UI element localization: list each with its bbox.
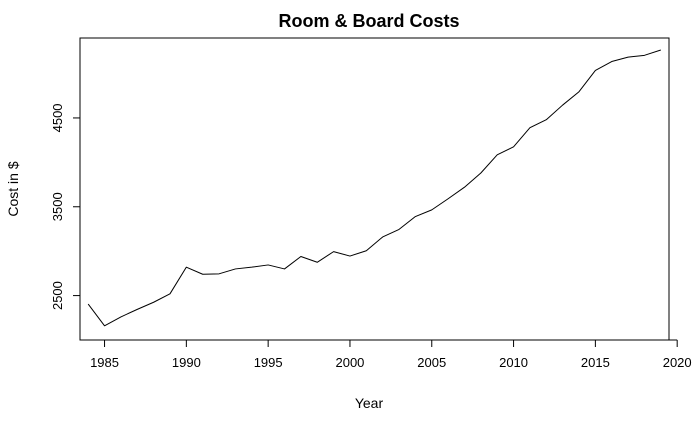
data-point [627, 56, 630, 59]
data-point [545, 118, 548, 121]
data-point [136, 308, 139, 311]
series-layer [87, 48, 662, 327]
data-point [365, 249, 368, 252]
x-tick-label: 2000 [335, 355, 364, 370]
data-point [283, 267, 286, 270]
data-point [398, 228, 401, 231]
data-point [234, 267, 237, 270]
data-point [218, 272, 221, 275]
data-point [381, 235, 384, 238]
data-point [447, 197, 450, 200]
y-axis-label: Cost in $ [5, 161, 21, 216]
data-point [659, 48, 662, 51]
y-tick-label: 4500 [50, 103, 65, 132]
x-tick-label: 2015 [581, 355, 610, 370]
data-point [119, 315, 122, 318]
data-point [414, 215, 417, 218]
data-point [643, 54, 646, 57]
x-tick-label: 1990 [172, 355, 201, 370]
y-axis: 2500 3500 4500 [50, 103, 81, 310]
data-point [250, 266, 253, 269]
data-point [512, 145, 515, 148]
data-point [201, 273, 204, 276]
y-tick-label: 2500 [50, 281, 65, 310]
x-axis-label: Year [355, 395, 384, 411]
data-point [185, 266, 188, 269]
data-point [168, 292, 171, 295]
data-point [463, 186, 466, 189]
data-point [316, 261, 319, 264]
x-tick-label: 2005 [417, 355, 446, 370]
data-point [348, 255, 351, 258]
data-point [299, 255, 302, 258]
chart-title: Room & Board Costs [278, 11, 459, 31]
data-point [610, 60, 613, 63]
data-point [103, 324, 106, 327]
x-tick-label: 2010 [499, 355, 528, 370]
y-tick-label: 3500 [50, 192, 65, 221]
data-point [430, 208, 433, 211]
x-tick-label: 1995 [254, 355, 283, 370]
data-point [332, 250, 335, 253]
data-point [594, 69, 597, 72]
x-axis: 1985 1990 1995 2000 2005 2010 2015 2020 [90, 339, 692, 370]
x-tick-label: 1985 [90, 355, 119, 370]
data-point [479, 172, 482, 175]
series-line-0 [87, 49, 661, 327]
x-tick-label: 2020 [663, 355, 692, 370]
data-point [496, 153, 499, 156]
data-point [152, 301, 155, 304]
data-point [528, 126, 531, 129]
data-point [267, 263, 270, 266]
data-point [87, 303, 90, 306]
data-point [561, 104, 564, 107]
data-point [578, 90, 581, 93]
